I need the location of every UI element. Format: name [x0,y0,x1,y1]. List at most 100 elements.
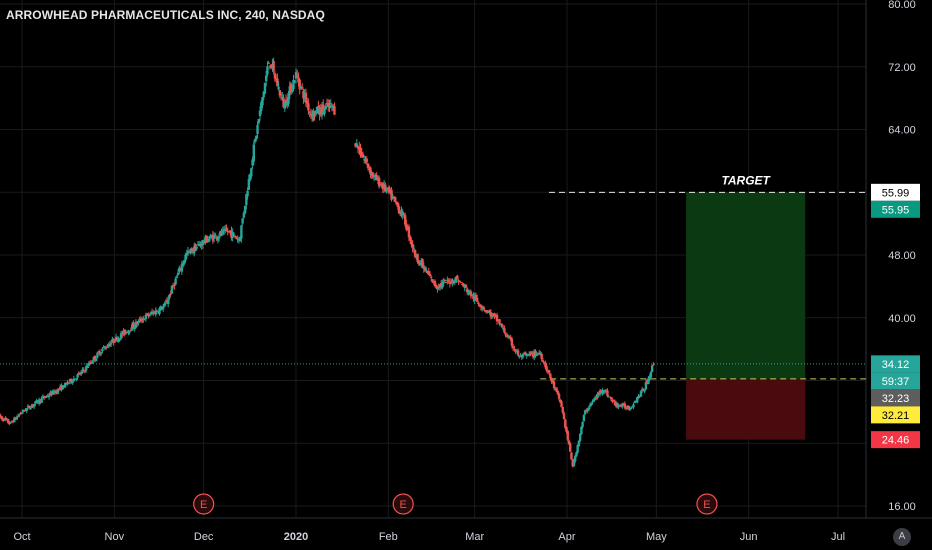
candle-body [315,106,319,113]
candle-body [365,158,368,163]
candle-body [640,389,644,391]
candle-body [513,348,516,350]
candle-body [436,287,439,290]
earnings-marker-icon[interactable] [392,493,414,515]
earnings-marker-icon[interactable] [696,493,718,515]
candle-body [121,332,124,335]
candle-body [363,159,366,161]
candle-body [371,172,375,178]
candle-body [467,292,470,294]
candle-body [163,303,166,307]
candle-body [624,407,628,409]
candle-body [147,314,150,317]
candle-body [277,86,280,90]
candle-body [459,282,463,284]
candle-body [36,400,40,403]
candle-body [397,206,401,214]
candle-body [560,401,563,408]
candle-body [425,269,428,272]
candle-body [647,378,650,385]
candle-body [375,174,378,181]
loss-zone[interactable] [686,378,806,440]
candle-body [240,225,243,239]
candle-body [411,244,414,249]
candle-body [435,284,438,288]
candle-body [85,366,88,371]
candle-body [355,143,358,147]
candle-body [622,403,625,405]
candle-body [32,403,36,407]
candle-body [328,104,331,109]
candle-body [230,230,233,238]
candle-body [186,250,190,254]
candle-body [499,324,502,326]
candle-body [577,440,581,447]
candle-body [581,421,584,427]
candle-body [274,78,278,80]
candle-body [168,294,171,299]
y-tick-label: 40.00 [888,313,916,325]
candle-body [390,189,393,200]
candle-body [633,401,636,403]
candle-body [472,295,475,300]
candle-body [417,261,421,265]
target-label: TARGET [721,173,771,187]
candle-body [449,282,453,284]
candle-body [279,94,283,96]
candle-body [523,352,526,354]
candle-body [165,300,169,303]
candle-body [406,228,409,230]
candle-body [531,353,535,357]
candle-body [287,93,290,104]
candle-body [416,253,419,262]
candle-body [439,283,443,286]
candle-body [138,319,141,321]
candle-body [593,397,597,401]
candle-body [623,403,627,408]
candle-body [220,231,223,235]
candle-body [86,367,89,369]
candle-body [639,391,643,397]
candle-body [25,408,28,411]
profit-zone[interactable] [686,192,806,379]
earnings-marker-icon[interactable] [193,493,215,515]
candle-body [159,306,162,310]
auto-scale-button[interactable]: A [893,528,911,546]
candle-body [359,147,362,156]
candle-body [102,346,105,349]
candle-body [549,373,552,379]
candle-body [483,309,486,311]
candle-body [164,302,167,304]
candle-body [45,396,48,398]
candle-body [552,381,556,388]
candle-body [428,273,432,277]
candle-body [1,418,5,421]
candle-body [500,324,504,328]
candle-body [526,354,530,356]
candle-body [145,313,149,315]
candle-body [232,233,236,235]
candle-body [139,318,143,322]
candle-body [422,266,425,269]
candle-body [360,152,363,157]
candle-body [207,238,211,242]
y-tick-label: 64.00 [888,125,916,137]
candle-body [504,334,507,336]
candle-body [621,403,624,407]
candle-body [292,79,295,90]
candle-body [374,175,377,178]
candle-body [446,279,449,282]
candle-body [566,430,569,440]
candle-body [598,390,602,395]
candle-body [510,338,514,346]
candle-body [515,350,519,352]
candle-body [433,281,437,287]
candle-body [586,409,589,412]
candle-body [245,194,248,206]
candle-body [412,248,416,250]
candle-body [117,337,120,342]
candle-body [16,415,20,417]
candle-body [302,91,305,99]
candle-body [50,392,53,396]
